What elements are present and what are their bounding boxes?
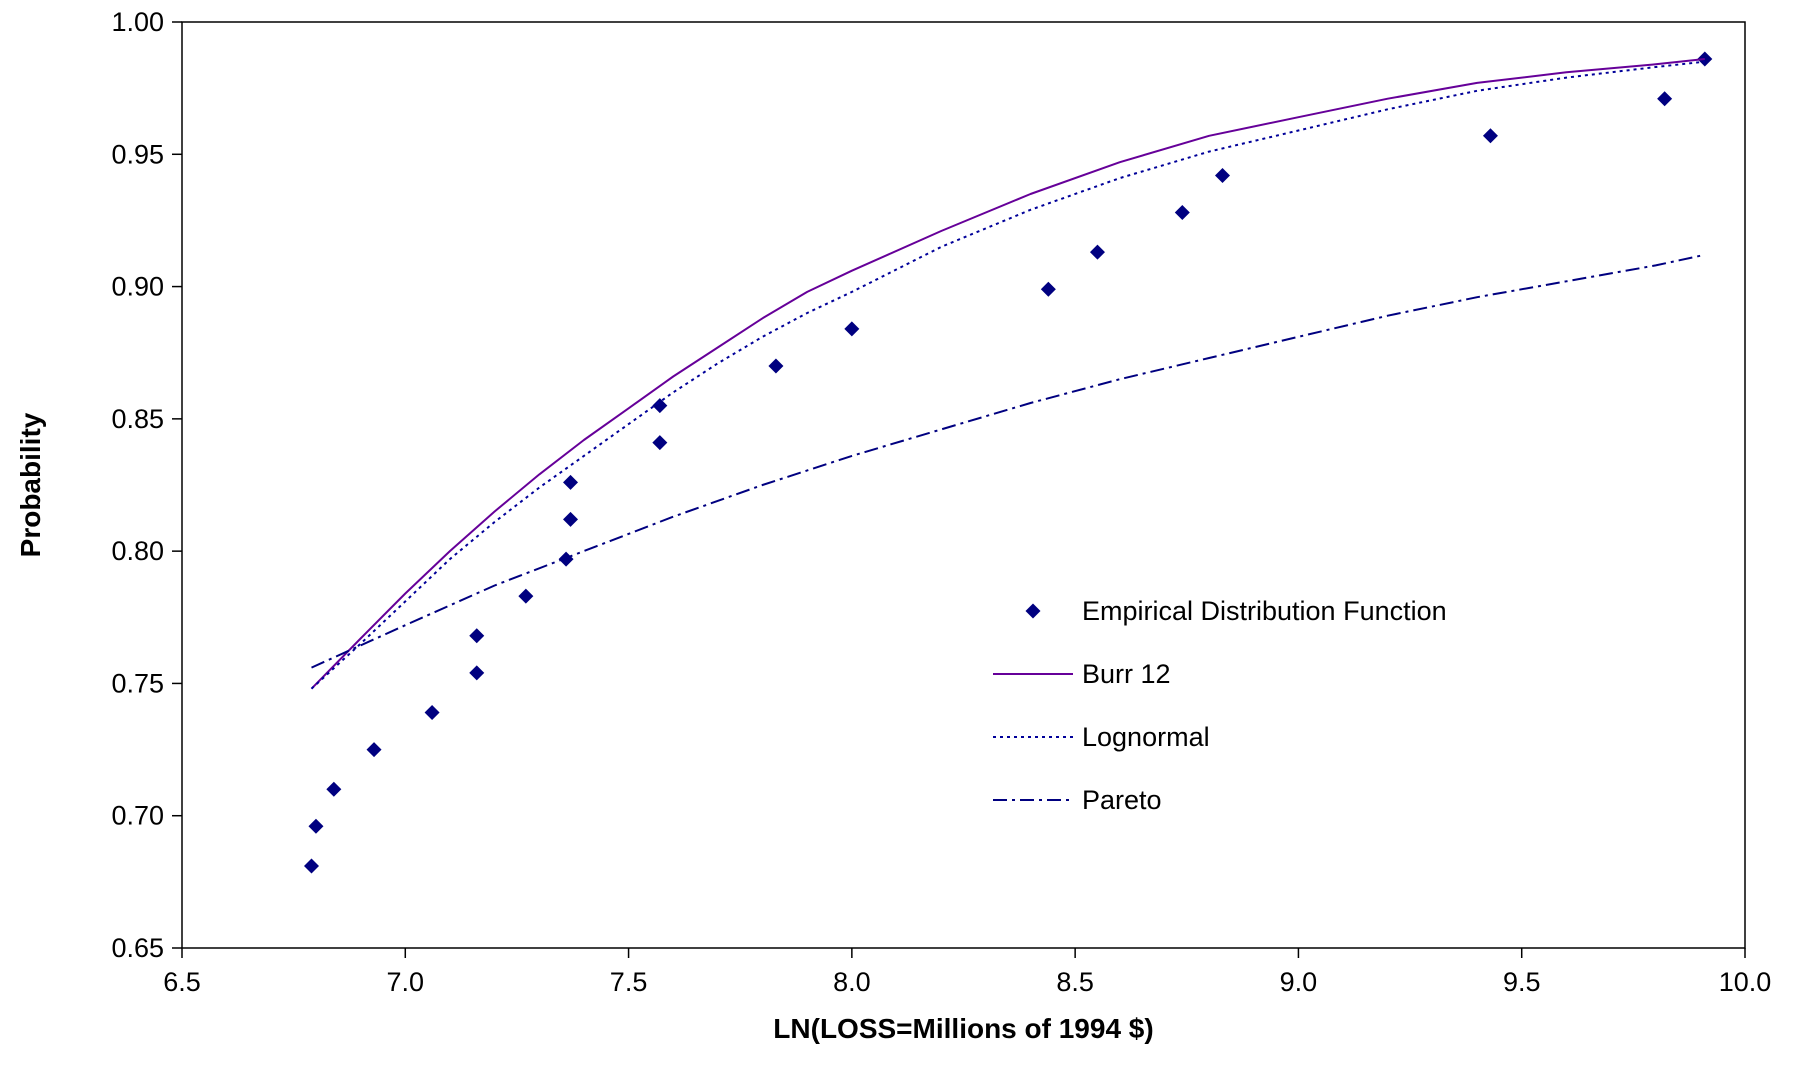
x-tick-label: 7.5 (610, 967, 648, 997)
data-point (1174, 204, 1190, 220)
y-tick-label: 0.70 (111, 801, 164, 831)
series-line (311, 253, 1706, 669)
data-point (768, 358, 784, 374)
series-scatter-0 (304, 51, 1713, 874)
y-tick-label: 0.90 (111, 272, 164, 302)
plot-area-frame (181, 21, 1746, 949)
data-point (469, 628, 485, 644)
data-point (518, 588, 534, 604)
data-point (469, 665, 485, 681)
legend-label: Empirical Distribution Function (1082, 596, 1447, 626)
x-tick-label: 7.0 (387, 967, 425, 997)
data-point (308, 818, 324, 834)
y-tick-label: 0.85 (111, 404, 164, 434)
legend: Empirical Distribution Function Burr 12 Lo… (993, 596, 1447, 815)
x-tick-label: 9.5 (1503, 967, 1541, 997)
data-point (652, 398, 668, 414)
data-point (844, 321, 860, 337)
series-line-1 (310, 58, 1705, 690)
legend-item: Empirical Distribution Function (1025, 596, 1447, 626)
series-line-2 (310, 60, 1705, 690)
legend-label: Burr 12 (1082, 659, 1171, 689)
data-point (1697, 51, 1713, 67)
data-point (1657, 91, 1673, 107)
x-tick-label: 9.0 (1280, 967, 1318, 997)
y-tick-label: 0.75 (111, 668, 164, 698)
data-point (366, 742, 382, 758)
legend-item: Lognormal (993, 722, 1210, 752)
data-point (1482, 128, 1498, 144)
x-tick-label: 10.0 (1719, 967, 1772, 997)
y-tick-label: 0.65 (111, 933, 164, 963)
y-axis-title: Probability (15, 412, 46, 557)
y-tick-label: 0.95 (111, 139, 164, 169)
data-point (652, 435, 668, 451)
data-point (1215, 167, 1231, 183)
x-tick-label: 8.5 (1056, 967, 1094, 997)
legend-item: Burr 12 (993, 659, 1171, 689)
data-point (558, 551, 574, 567)
legend-item: Pareto (993, 785, 1162, 815)
data-point (1040, 281, 1056, 297)
x-tick-label: 6.5 (163, 967, 201, 997)
x-axis-title: LN(LOSS=Millions of 1994 $) (773, 1013, 1153, 1044)
series-line-3 (311, 253, 1706, 669)
series-layer (304, 51, 1713, 874)
data-point (424, 705, 440, 721)
data-point (1089, 244, 1105, 260)
series-line (310, 58, 1705, 690)
data-point (563, 474, 579, 490)
data-point (563, 511, 579, 527)
legend-label: Lognormal (1082, 722, 1210, 752)
data-point (304, 858, 320, 874)
legend-label: Pareto (1082, 785, 1162, 815)
series-line (310, 60, 1705, 690)
data-point (326, 781, 342, 797)
y-tick-label: 1.00 (111, 7, 164, 37)
x-tick-label: 8.0 (833, 967, 871, 997)
legend-marker-diamond (1025, 603, 1041, 619)
axes: 6.5 7.0 7.5 8.0 8.5 9.0 9.5 10.0 0.65 0.70 0.75 0.8… (111, 7, 1771, 997)
y-tick-label: 0.80 (111, 536, 164, 566)
